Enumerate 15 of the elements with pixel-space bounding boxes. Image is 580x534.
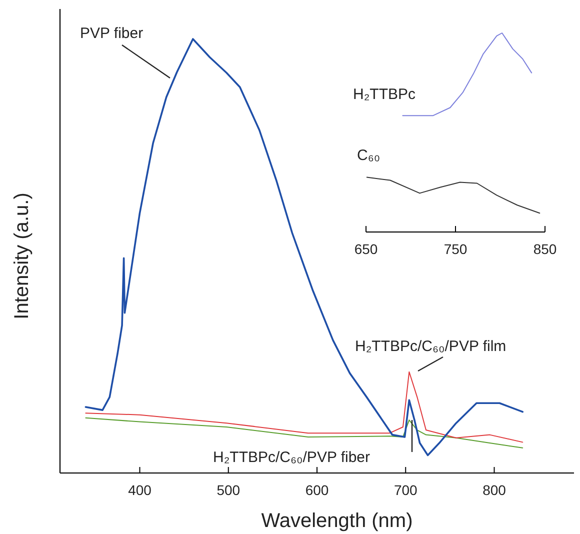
- x-tick-label: 600: [305, 482, 329, 498]
- x-tick-label: 700: [394, 482, 418, 498]
- x-tick-label: 500: [216, 482, 240, 498]
- series-label: C₆₀: [357, 147, 380, 164]
- x-tick-label: 750: [444, 240, 468, 257]
- x-tick-label: 400: [128, 482, 152, 498]
- x-tick-label: 650: [354, 240, 378, 257]
- x-tick-label: 850: [533, 240, 557, 257]
- series-label: H₂TTBPc: [353, 86, 416, 103]
- x-tick-label: 800: [482, 482, 506, 498]
- text: H₂TTBPc/C₆₀/PVP film: [355, 338, 506, 355]
- series-label: H₂TTBPc/C₆₀/PVP fiber: [213, 449, 370, 466]
- text: PVP fiber: [80, 25, 144, 42]
- y-axis-title: Intensity (a.u.): [11, 192, 33, 320]
- x-axis-title: Wavelength (nm): [261, 510, 413, 532]
